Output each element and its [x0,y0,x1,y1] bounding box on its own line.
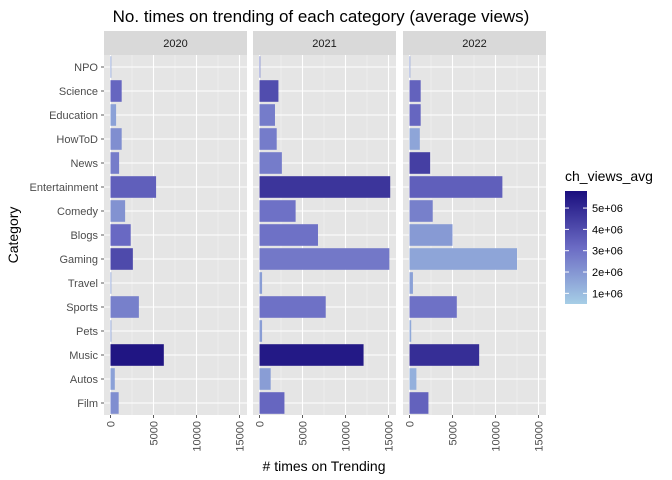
bar [409,104,421,126]
bar [259,368,271,390]
y-tick-label: Travel [68,278,98,290]
bar [409,224,453,246]
y-tick-label: Gaming [59,254,98,266]
facet-panel: 2021 0 5000 10000 15000 [253,31,396,452]
bar [409,248,517,270]
bar [409,320,412,342]
bar [259,80,279,102]
facet-strip-label: 2021 [312,38,336,50]
x-tick-label: 15000 [235,421,247,452]
chart-title: No. times on trending of each category (… [113,7,530,26]
x-tick-label: 10000 [491,421,503,452]
x-tick-label: 0 [106,421,118,427]
bar [409,296,457,318]
bar [110,344,164,366]
bar [110,128,122,150]
facet-strip [104,31,247,55]
bar [110,272,112,294]
x-tick-label: 5000 [149,421,161,445]
bar [259,152,282,174]
y-tick-label: Sports [66,302,98,314]
y-tick-label: Science [59,86,98,98]
bar [259,176,391,198]
facet-panel: 2022 0 5000 10000 15000 [403,31,546,452]
bar [259,344,364,366]
bar [259,224,318,246]
legend-label: 3e+06 [592,246,623,258]
y-tick-label: HowToD [56,134,98,146]
bar [110,80,122,102]
legend-title: ch_views_avg [565,168,653,184]
bar [409,80,421,102]
bar [110,320,112,342]
bar [409,152,431,174]
facet-strip-label: 2020 [163,38,187,50]
bar [259,104,275,126]
y-tick-label: Pets [76,326,99,338]
bar [110,176,157,198]
facet-strip-label: 2022 [462,38,486,50]
color-legend: ch_views_avg 1e+06 2e+06 3e+06 4e+06 5e+06 [565,168,653,304]
legend-label: 2e+06 [592,267,623,279]
bar [110,56,112,78]
legend-label: 5e+06 [592,203,623,215]
bar [409,344,480,366]
legend-colorbar [565,191,587,304]
bar [409,56,411,78]
bar [259,128,277,150]
bar [409,272,413,294]
y-tick-label: News [70,158,98,170]
bar [259,248,390,270]
bar [409,200,433,222]
y-tick-label: Music [69,350,98,362]
bar [110,368,115,390]
x-tick-label: 10000 [192,421,204,452]
y-tick-label: Film [77,398,98,410]
bar [259,56,261,78]
bar [409,392,429,414]
bar [409,176,503,198]
bar [110,392,119,414]
y-tick-label: Entertainment [30,182,98,194]
x-tick-label: 10000 [341,421,353,452]
x-tick-label: 0 [405,421,417,427]
x-tick-label: 15000 [534,421,546,452]
bar [259,320,263,342]
bar [110,248,133,270]
facet-panel: 2020 0 5000 10000 15000 [104,31,247,452]
y-axis: Film Autos Music Pets Sports Travel Gaming Blog… [30,62,104,410]
bar [259,272,263,294]
y-tick-label: NPO [74,62,98,74]
x-tick-label: 5000 [448,421,460,445]
facet-strip [403,31,546,55]
y-tick-label: Blogs [70,230,98,242]
bar [110,200,126,222]
y-tick-label: Education [49,110,98,122]
bar [110,104,117,126]
legend-label: 1e+06 [592,288,623,300]
x-axis-title: # times on Trending [263,458,386,474]
x-tick-label: 5000 [298,421,310,445]
bar [409,368,417,390]
y-tick-label: Autos [70,374,99,386]
legend-label: 4e+06 [592,224,623,236]
x-tick-label: 15000 [384,421,396,452]
bar [259,296,326,318]
bar [259,392,285,414]
y-tick-label: Comedy [57,206,98,218]
bar [110,296,139,318]
bar [110,152,120,174]
x-tick-label: 0 [255,421,267,427]
bar [259,200,296,222]
bar [110,224,131,246]
y-axis-title: Category [5,207,21,264]
facet-strip [253,31,396,55]
bar [409,128,420,150]
